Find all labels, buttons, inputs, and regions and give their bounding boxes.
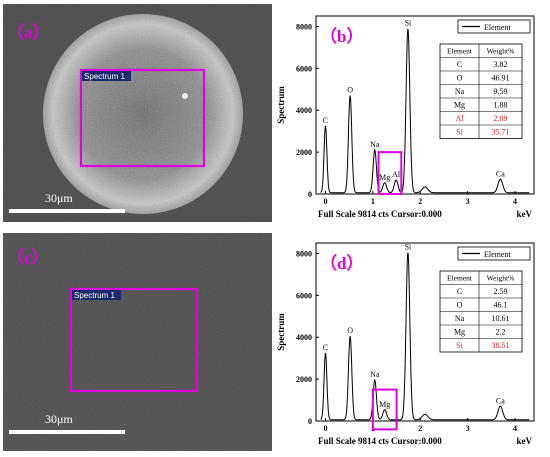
- peak-label-mg: Mg: [379, 400, 390, 409]
- peak-label-c: C: [323, 343, 328, 352]
- peak-label-si: Si: [405, 242, 412, 251]
- table-cell-weight: 2.09: [494, 114, 508, 123]
- sem-image-a: Spectrum 1 （a） 30μm: [3, 4, 272, 222]
- table-cell-element: Mg: [454, 101, 465, 110]
- background-texture: [3, 233, 272, 451]
- y-tick-label: 2000: [296, 375, 312, 384]
- table-cell-element: O: [457, 74, 463, 83]
- spectrum-line: [320, 28, 530, 194]
- highlight-box: [377, 151, 403, 195]
- spectrum-label-bg: [82, 71, 131, 81]
- y-axis-label: Spectrum: [276, 313, 286, 351]
- y-tick-label: 0: [308, 190, 312, 199]
- table-cell-element: Na: [455, 87, 465, 96]
- table-cell-weight: 1.88: [494, 101, 508, 110]
- x-axis-label: keV: [517, 436, 533, 446]
- x-tick-label: 2: [418, 424, 422, 433]
- sem-image-c: Spectrum 1 （c） 30μm: [3, 233, 272, 451]
- spectrum-label: Spectrum 1: [84, 72, 125, 81]
- eds-chart-b: 0 2000 4000 6000 8000 0 1 2 3 4 Spectrum keV Full Sc…: [272, 2, 550, 230]
- panel-label: （d）: [320, 253, 363, 273]
- table-cell-element: O: [457, 301, 463, 310]
- footer-text: Full Scale 9814 cts Cursor:0.000: [318, 209, 442, 219]
- plot-frame: [315, 15, 535, 195]
- legend-box: [457, 246, 531, 261]
- footer-text: Full Scale 9814 cts Cursor:0.000: [318, 436, 442, 446]
- table-header-element: Element: [447, 47, 473, 56]
- legend-label: Element: [484, 23, 511, 32]
- table-cell-weight: 2.2: [496, 328, 506, 337]
- panel-label-c: （c）: [7, 247, 49, 267]
- table-cell-weight: 46.91: [492, 74, 510, 83]
- y-tick-label: 6000: [296, 64, 312, 73]
- y-tick-label: 6000: [296, 291, 312, 300]
- spectrum-label-bg: [72, 290, 121, 300]
- legend-label: Element: [484, 250, 511, 259]
- scale-bar: [9, 209, 125, 213]
- table-cell-weight: 10.61: [492, 314, 510, 323]
- x-tick-label: 1: [371, 197, 375, 206]
- peak-label-c: C: [323, 116, 328, 125]
- peak-label-na: Na: [370, 140, 380, 149]
- eds-chart-d: 0 2000 4000 6000 8000 0 1 2 3 4 Spectrum keV Full Sc…: [272, 229, 550, 457]
- x-tick-label: 0: [323, 424, 327, 433]
- peak-label-al: Al: [392, 170, 401, 179]
- peak-label-ca: Ca: [496, 169, 505, 178]
- table-cell-weight: 2.59: [494, 287, 508, 296]
- table-cell-element: Na: [455, 314, 465, 323]
- y-tick-label: 8000: [296, 249, 312, 258]
- peak-label-si: Si: [405, 19, 412, 28]
- peak-label-o: O: [347, 86, 353, 95]
- peak-label-na: Na: [370, 370, 380, 379]
- y-tick-label: 0: [308, 417, 312, 426]
- x-axis-label: keV: [517, 209, 533, 219]
- scale-bar-label: 30μm: [45, 412, 73, 426]
- peak-label-ca: Ca: [496, 396, 505, 405]
- x-tick-label: 2: [418, 197, 422, 206]
- x-tick-label: 4: [513, 424, 517, 433]
- x-tick-label: 3: [466, 197, 470, 206]
- table-cell-element: Mg: [454, 328, 465, 337]
- table-header-weight: Weight%: [487, 274, 515, 283]
- panel-label: （b）: [320, 26, 363, 46]
- table-cell-weight: 3.82: [494, 60, 508, 69]
- x-tick-label: 3: [466, 424, 470, 433]
- panel-label-a: （a）: [7, 22, 50, 42]
- y-tick-label: 2000: [296, 148, 312, 157]
- table-cell-element: C: [457, 60, 462, 69]
- table-cell-weight: 38.51: [492, 341, 510, 350]
- table-cell-element: C: [457, 287, 462, 296]
- background-texture: [3, 4, 272, 222]
- y-axis-label: Spectrum: [276, 86, 286, 124]
- y-tick-label: 4000: [296, 333, 312, 342]
- table-cell-element: Si: [456, 128, 463, 137]
- bright-spot: [182, 93, 188, 99]
- table-cell-weight: 46.1: [494, 301, 508, 310]
- table-cell-weight: 9.59: [494, 87, 508, 96]
- spectrum-region-box: [79, 68, 206, 168]
- x-tick-label: 4: [513, 197, 517, 206]
- scale-bar-label: 30μm: [45, 191, 73, 205]
- peak-label-o: O: [347, 326, 353, 335]
- spectrum-line: [320, 252, 530, 421]
- y-tick-label: 4000: [296, 106, 312, 115]
- plot-frame: [315, 242, 535, 422]
- element-table: [439, 43, 523, 139]
- table-header-element: Element: [447, 274, 473, 283]
- scale-bar: [9, 430, 125, 434]
- table-cell-element: Si: [456, 341, 463, 350]
- table-header-weight: Weight%: [487, 47, 515, 56]
- legend-box: [457, 19, 531, 34]
- table-cell-weight: 35.71: [492, 128, 510, 137]
- peak-label-mg: Mg: [379, 173, 390, 182]
- y-tick-label: 8000: [296, 22, 312, 31]
- x-tick-label: 0: [323, 197, 327, 206]
- spectrum-label: Spectrum 1: [74, 291, 115, 300]
- highlight-box: [371, 388, 398, 431]
- table-cell-element: Al: [456, 114, 465, 123]
- spectrum-region-box: [69, 287, 199, 393]
